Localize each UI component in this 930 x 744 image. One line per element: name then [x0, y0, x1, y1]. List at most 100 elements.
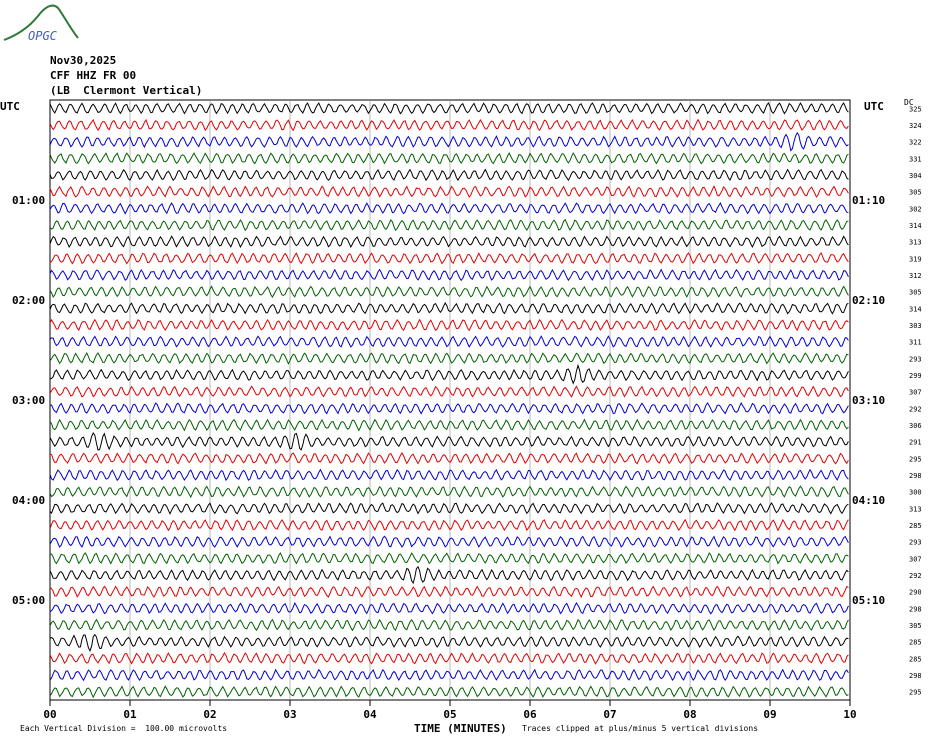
time-axis-label: TIME (MINUTES)	[414, 722, 507, 735]
x-tick-label: 05	[443, 708, 456, 721]
trace-line	[49, 468, 849, 482]
dc-offset-label: 313	[909, 239, 922, 247]
trace-line	[49, 318, 849, 332]
trace-line	[49, 301, 849, 315]
dc-offset-label: 314	[909, 305, 922, 313]
trace-line	[49, 402, 849, 415]
opgc-logo: OPGC	[3, 4, 79, 43]
trace-line	[49, 268, 849, 282]
left-time-label: 04:00	[12, 494, 45, 507]
x-tick-label: 08	[683, 708, 696, 721]
trace-line	[49, 565, 849, 585]
dc-offset-label: 312	[909, 272, 922, 280]
trace-line	[49, 633, 849, 653]
utc-left-label: UTC	[0, 100, 20, 113]
x-tick-label: 00	[43, 708, 56, 721]
dc-offset-label: 306	[909, 422, 922, 430]
dc-offset-label: 295	[909, 689, 922, 697]
dc-offset-label: 307	[909, 555, 922, 563]
trace-line	[49, 185, 849, 198]
trace-line	[49, 618, 849, 632]
location-label: (LB Clermont Vertical)	[50, 84, 203, 97]
x-tick-label: 07	[603, 708, 616, 721]
trace-line	[49, 485, 849, 499]
dc-offset-label: 285	[909, 655, 922, 663]
trace-line	[49, 652, 849, 665]
trace-line	[49, 518, 849, 532]
logo-text: OPGC	[28, 29, 58, 43]
trace-line	[49, 202, 849, 215]
dc-offset-label: 298	[909, 605, 922, 613]
trace-line	[49, 102, 849, 115]
x-tick-label: 03	[283, 708, 296, 721]
dc-offset-label: 285	[909, 639, 922, 647]
x-tick-label: 04	[363, 708, 377, 721]
trace-line	[49, 452, 849, 465]
dc-offset-label: 291	[909, 439, 922, 447]
trace-line	[49, 168, 849, 182]
right-time-label: 03:10	[852, 394, 885, 407]
x-tick-label: 02	[203, 708, 216, 721]
dc-offset-label: 331	[909, 155, 922, 163]
trace-line	[49, 152, 849, 165]
dc-label: DC	[904, 98, 914, 107]
trace-line	[49, 601, 849, 615]
dc-offset-label: 293	[909, 355, 922, 363]
trace-line	[49, 131, 849, 152]
dc-offset-label: 299	[909, 372, 922, 380]
right-time-label: 01:10	[852, 194, 885, 207]
dc-offset-label: 305	[909, 622, 922, 630]
dc-offset-label: 293	[909, 539, 922, 547]
dc-offset-label: 303	[909, 322, 922, 330]
dc-offset-label: 302	[909, 205, 922, 213]
trace-line	[49, 418, 849, 432]
dc-offset-label: 298	[909, 472, 922, 480]
station-label: CFF HHZ FR 00	[50, 69, 137, 82]
dc-offset-label: 324	[909, 122, 922, 130]
dc-offset-label: 295	[909, 455, 922, 463]
logo-mountain-icon	[3, 4, 79, 41]
trace-line	[49, 363, 849, 385]
trace-line	[49, 685, 849, 699]
dc-offset-label: 304	[909, 172, 922, 180]
left-time-label: 05:00	[12, 594, 45, 607]
trace-line	[49, 118, 849, 132]
dc-offset-label: 307	[909, 389, 922, 397]
dc-offset-label: 285	[909, 522, 922, 530]
dc-offset-label: 305	[909, 289, 922, 297]
x-tick-label: 10	[843, 708, 856, 721]
dc-offset-label: 300	[909, 489, 922, 497]
dc-offset-label: 305	[909, 189, 922, 197]
dc-offset-label: 322	[909, 139, 922, 147]
x-tick-label: 06	[523, 708, 537, 721]
left-time-label: 03:00	[12, 394, 45, 407]
scale-note: Each Vertical Division = 100.00 microvol…	[20, 724, 228, 733]
clip-note: Traces clipped at plus/minus 5 vertical …	[522, 724, 759, 733]
trace-line	[49, 585, 849, 599]
right-time-label: 02:10	[852, 294, 885, 307]
trace-line	[49, 335, 849, 349]
dc-offset-label: 325	[909, 105, 922, 113]
x-tick-label: 09	[763, 708, 776, 721]
dc-offset-label: 292	[909, 572, 922, 580]
left-time-label: 02:00	[12, 294, 45, 307]
trace-line	[49, 432, 849, 451]
dc-offset-label: 290	[909, 589, 922, 597]
trace-line	[49, 352, 849, 365]
trace-line	[49, 535, 849, 548]
trace-line	[49, 252, 849, 265]
trace-line	[49, 552, 849, 565]
utc-right-label: UTC	[864, 100, 884, 113]
trace-line	[49, 218, 849, 232]
dc-offset-label: 298	[909, 672, 922, 680]
dc-offset-label: 314	[909, 222, 922, 230]
date-label: Nov30,2025	[50, 54, 117, 67]
trace-line	[49, 502, 849, 515]
right-time-label: 05:10	[852, 594, 885, 607]
right-time-label: 04:10	[852, 494, 885, 507]
trace-line	[49, 235, 849, 249]
left-time-label: 01:00	[12, 194, 45, 207]
x-tick-label: 01	[123, 708, 137, 721]
trace-line	[49, 385, 849, 398]
